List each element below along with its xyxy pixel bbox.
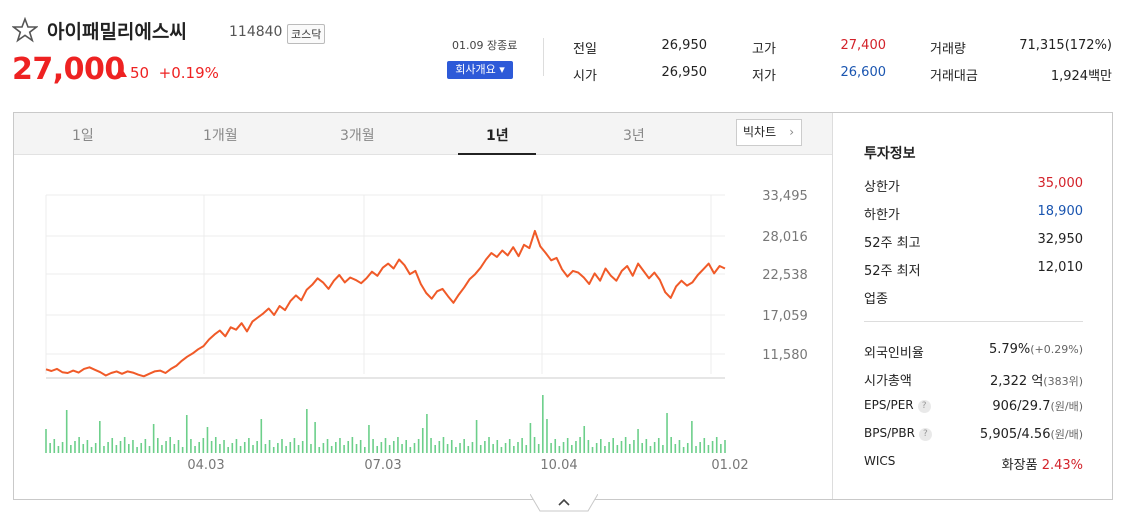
quote-value-volume: 71,315(172%) [1019,38,1112,53]
quote-value-prev-close: 26,950 [661,38,708,53]
info-value-eps-per: 906/29.7(원/배) [992,399,1083,414]
info-divider [864,321,1083,322]
info-label-wics: WICS [864,454,896,468]
y-tick-label: 17,059 [762,309,808,324]
market-status: 01.09 장종료 [452,39,518,52]
help-icon[interactable]: ? [918,428,932,441]
company-overview-button[interactable]: 회사개요 ▾ [447,61,513,79]
quote-value-open: 26,950 [661,65,708,80]
quote-value-low: 26,600 [840,65,887,80]
favorite-star-icon[interactable] [12,17,38,43]
up-triangle-icon [115,67,127,77]
info-label-market-cap: 시가총액 [864,374,912,389]
active-tab-indicator [458,153,536,155]
investment-info-title: 투자정보 [864,146,916,162]
tab-3m[interactable]: 3개월 [340,128,375,144]
panel-divider [832,113,833,499]
quote-label-prev-close: 전일 [573,42,597,57]
quote-value-trade-amount: 1,924백만 [1050,69,1112,84]
y-tick-label: 28,016 [762,230,808,245]
info-label-bps-pbr: BPS/PBR? [864,426,932,441]
info-value-lower-limit: 18,900 [1037,204,1084,219]
quote-value-high: 27,400 [840,38,887,53]
expand-toggle[interactable] [530,494,598,512]
info-label-upper-limit: 상한가 [864,180,900,195]
quote-label-open: 시가 [573,69,597,84]
info-label-52w-low: 52주 최저 [864,264,921,279]
price-change: 50 +0.19% [115,64,219,82]
info-value-bps-pbr: 5,905/4.56(원/배) [979,427,1083,442]
info-value-52w-low: 12,010 [1037,260,1084,275]
info-value-wics[interactable]: 화장품 2.43% [1001,458,1083,473]
quote-label-volume: 거래량 [930,42,966,57]
info-label-eps-per: EPS/PER? [864,398,931,413]
tab-3y[interactable]: 3년 [623,128,645,144]
tab-1m[interactable]: 1개월 [203,128,238,144]
change-amount: 50 [130,64,150,82]
x-tick-label: 01.02 [711,458,748,473]
info-value-foreign-ratio: 5.79%(+0.29%) [988,342,1083,357]
info-value-market-cap: 2,322 억(383위) [989,374,1083,389]
market-badge: 코스닥 [287,24,326,44]
info-label-52w-high: 52주 최고 [864,236,921,251]
help-icon[interactable]: ? [917,400,931,413]
caret-down-icon: ▾ [499,63,505,76]
chevron-right-icon: › [789,125,794,139]
stock-code: 114840 [229,24,283,40]
current-price: 27,000 [12,52,125,87]
bigchart-label: 빅차트 [743,125,777,139]
quote-label-low: 저가 [752,69,776,84]
y-tick-label: 33,495 [762,189,808,204]
info-label-sector: 업종 [864,292,888,307]
tab-1d[interactable]: 1일 [72,128,94,144]
stock-name: 아이패밀리에스씨 [47,21,187,43]
info-value-upper-limit: 35,000 [1037,176,1084,191]
price-line [45,229,726,378]
company-overview-label: 회사개요 [455,63,496,76]
chevron-up-icon [558,498,570,506]
period-tabs [14,113,832,155]
header-divider [543,38,544,76]
y-tick-label: 22,538 [762,268,808,283]
quote-label-trade-amount: 거래대금 [930,69,978,84]
info-label-lower-limit: 하한가 [864,208,900,223]
x-tick-label: 04.03 [187,458,224,473]
tab-1y[interactable]: 1년 [486,128,509,144]
quote-label-high: 고가 [752,42,776,57]
price-chart: 33,495 28,016 22,538 17,059 11,580 04.03 07.03… [45,189,808,473]
x-tick-label: 07.03 [364,458,401,473]
change-percent: +0.19% [158,64,219,82]
info-value-52w-high: 32,950 [1037,232,1084,247]
info-label-foreign-ratio: 외국인비율 [864,346,924,361]
bigchart-button[interactable]: 빅차트 › [736,119,802,146]
x-tick-label: 10.04 [540,458,577,473]
y-tick-label: 11,580 [762,348,808,363]
